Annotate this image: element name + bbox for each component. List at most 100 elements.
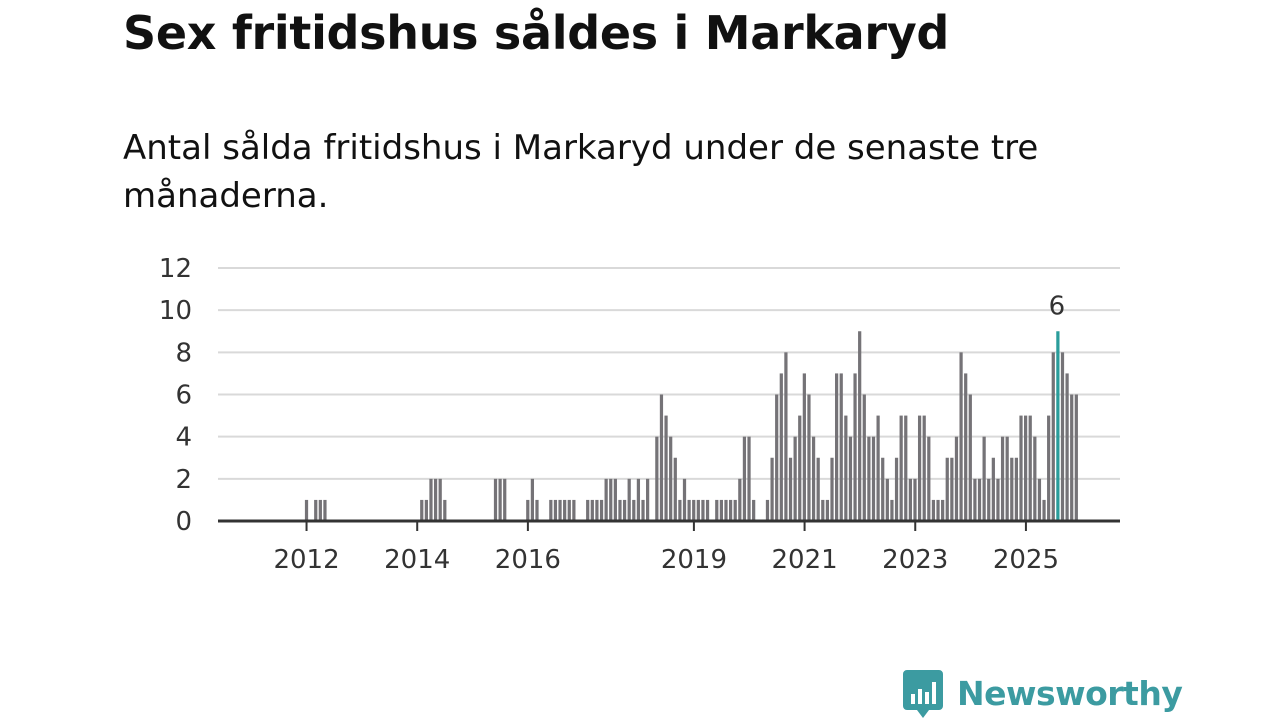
bar: [793, 436, 797, 521]
bar: [1060, 352, 1065, 521]
bar: [770, 457, 774, 521]
bar: [673, 457, 677, 521]
bar: [682, 478, 687, 521]
bar: [954, 436, 959, 521]
bar: [1024, 415, 1028, 521]
bar: [982, 436, 986, 521]
bar: [885, 478, 889, 521]
bar: [964, 373, 968, 521]
bar: [844, 415, 848, 521]
bar: [894, 457, 899, 521]
bar: [659, 394, 664, 521]
bar: [959, 352, 963, 521]
x-tick-label: 2012: [273, 545, 339, 575]
bar: [788, 457, 793, 521]
bar: [1033, 436, 1037, 521]
bar: [779, 373, 783, 521]
y-tick-label: 6: [175, 381, 192, 411]
bar: [687, 499, 691, 521]
bar: [835, 373, 839, 521]
bar: [636, 478, 641, 521]
bar: [738, 478, 742, 521]
x-tick-label: 2014: [384, 545, 450, 575]
x-tick-label: 2025: [993, 545, 1059, 575]
bar: [876, 415, 880, 521]
bar-chart-speech-bubble-icon: [903, 670, 943, 718]
bar: [1010, 457, 1014, 521]
bar: [784, 352, 788, 521]
bar: [1037, 478, 1042, 521]
bar: [945, 457, 949, 521]
bar: [304, 499, 309, 521]
bar: [848, 436, 853, 521]
bar: [586, 499, 590, 521]
y-tick-label: 10: [159, 296, 192, 326]
bar: [627, 478, 631, 521]
bar: [1000, 436, 1005, 521]
bar: [420, 499, 424, 521]
bar: [493, 478, 498, 521]
bar: [853, 373, 857, 521]
bar: [825, 499, 830, 521]
bar: [830, 457, 834, 521]
bar: [622, 499, 627, 521]
bar: [443, 499, 447, 521]
x-tick-label: 2019: [661, 545, 727, 575]
bar: [742, 436, 747, 521]
bar: [950, 457, 954, 521]
x-tick-label: 2023: [882, 545, 948, 575]
bar: [936, 499, 940, 521]
bar: [1047, 415, 1051, 521]
bar: [618, 499, 622, 521]
bar: [968, 394, 972, 521]
bar: [987, 478, 991, 521]
bar: [705, 499, 710, 521]
highlighted-bar: [1056, 331, 1060, 521]
bar: [692, 499, 696, 521]
y-tick-label: 4: [175, 423, 192, 453]
bars: [304, 331, 1078, 521]
bar: [549, 499, 553, 521]
bar: [438, 478, 442, 521]
highlight-value-label: 6: [1049, 291, 1066, 321]
bar: [314, 499, 318, 521]
y-tick-label: 8: [175, 338, 192, 368]
bar: [747, 436, 751, 521]
bar: [931, 499, 936, 521]
bar: [765, 499, 770, 521]
bar: [821, 499, 825, 521]
axes: 0 2 4 6 8 10 12 2012 2014 2016 2019 2021 2023 2025 6: [159, 254, 1120, 575]
bar: [678, 499, 682, 521]
bar: [1070, 394, 1074, 521]
bar: [839, 373, 843, 521]
bar: [613, 478, 617, 521]
bar: [719, 499, 723, 521]
x-tick-label: 2016: [495, 545, 561, 575]
bar: [669, 436, 673, 521]
bar: [798, 415, 802, 521]
bar: [991, 457, 995, 521]
bar: [724, 499, 728, 521]
bar: [595, 499, 599, 521]
bar: [646, 478, 650, 521]
bar: [904, 415, 908, 521]
bar: [1065, 373, 1069, 521]
bar: [922, 415, 926, 521]
bar: [858, 331, 862, 521]
bar: [977, 478, 982, 521]
bar: [862, 394, 866, 521]
bar: [1028, 415, 1032, 521]
bar: [1005, 436, 1009, 521]
bar: [871, 436, 876, 521]
bar: [807, 394, 811, 521]
bar: [715, 499, 719, 521]
bar: [323, 499, 327, 521]
bar: [429, 478, 433, 521]
bar: [632, 499, 636, 521]
bar: [609, 478, 613, 521]
bar: [433, 478, 438, 521]
bar: [890, 499, 894, 521]
bar: [752, 499, 756, 521]
bar: [996, 478, 1000, 521]
bar: [553, 499, 558, 521]
